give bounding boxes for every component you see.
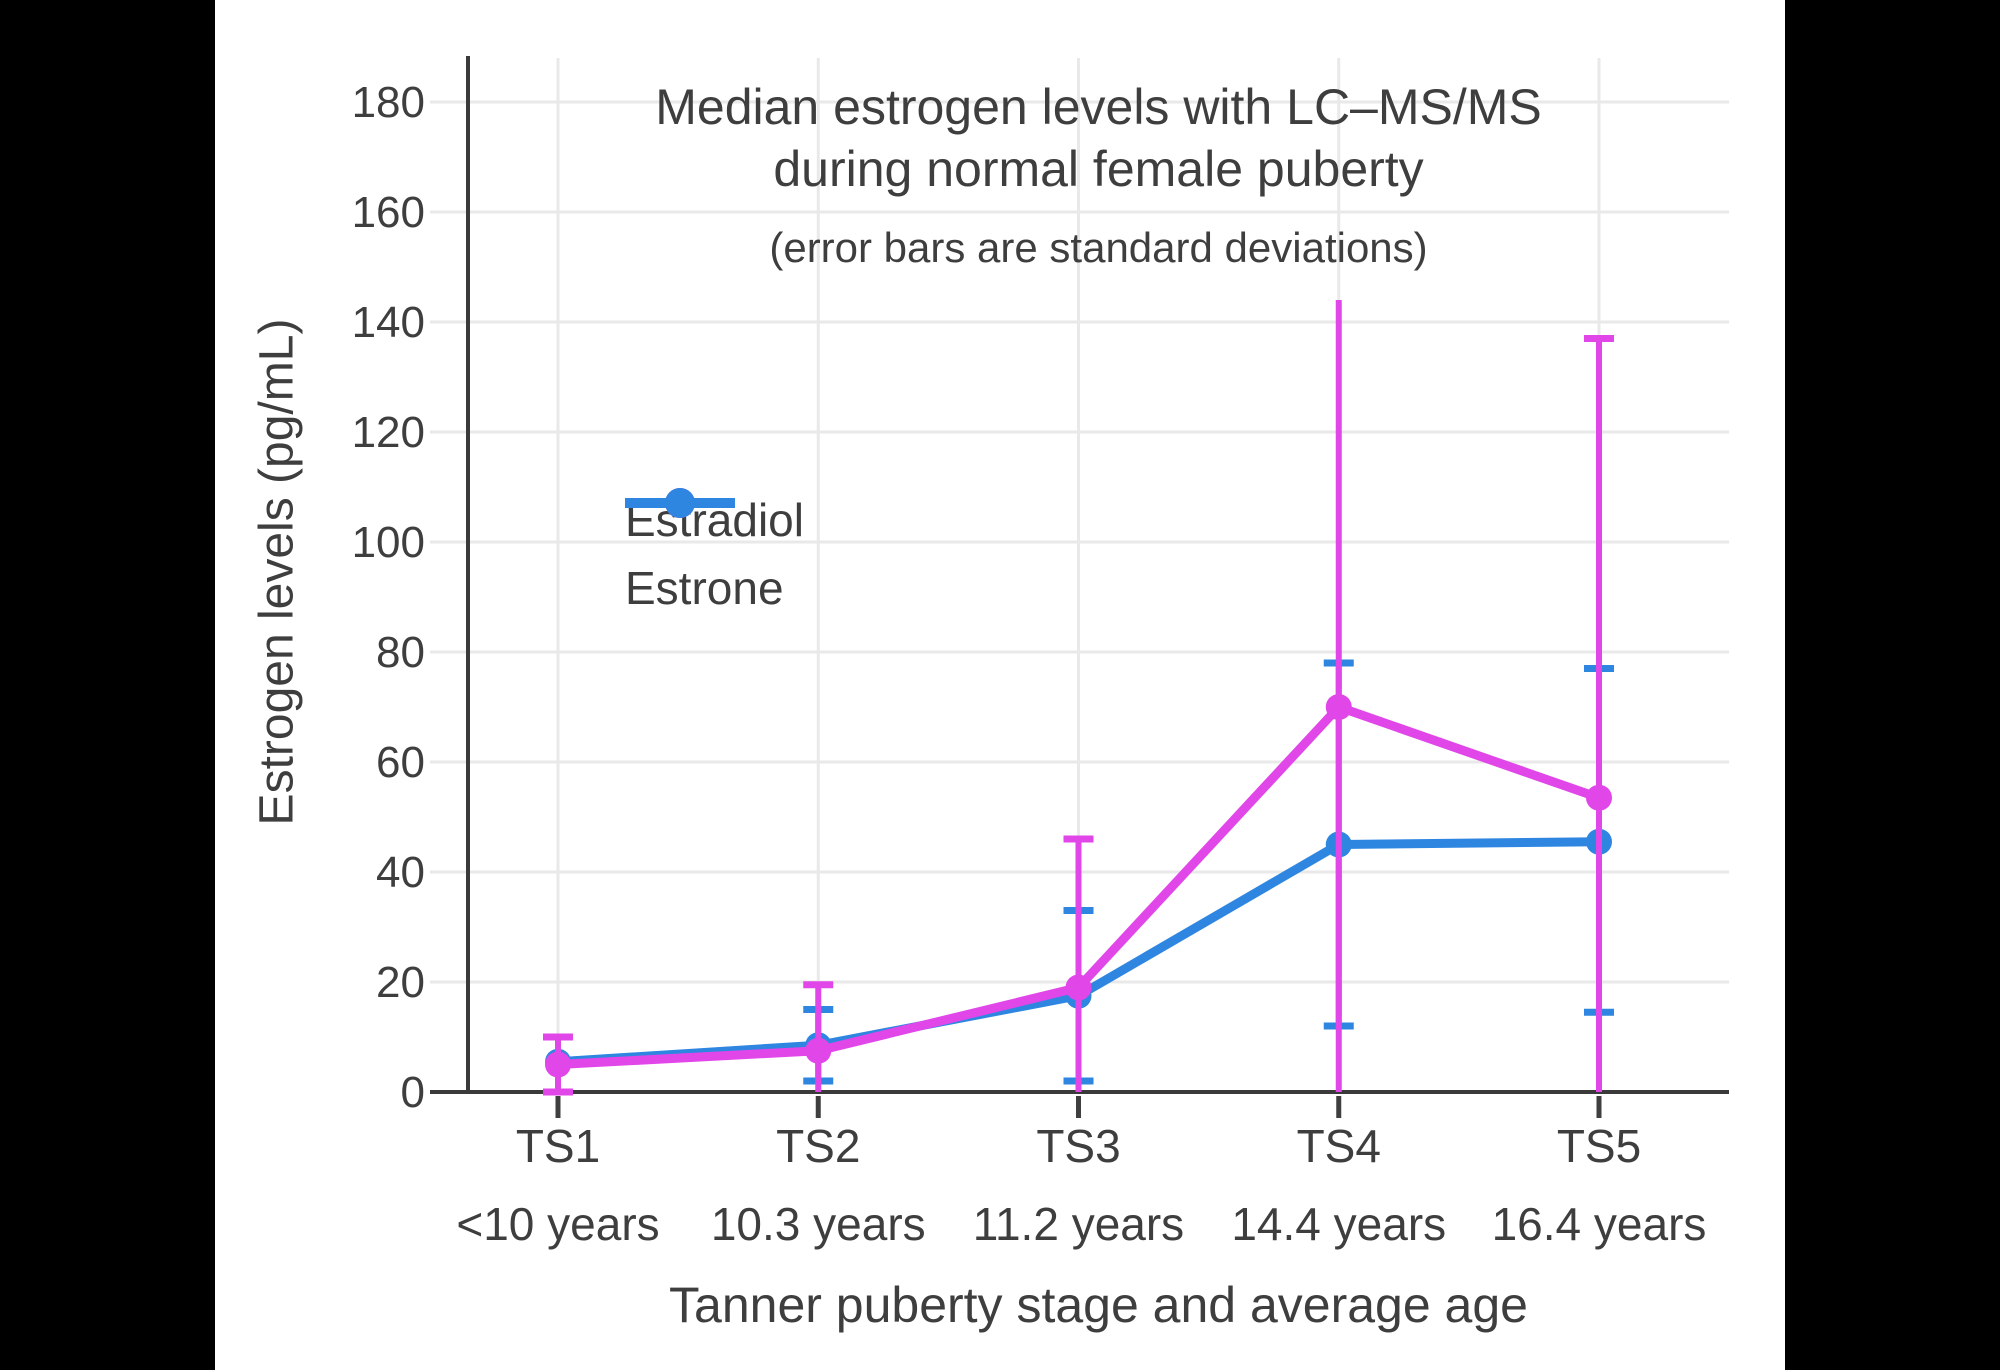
chart-title-line1: Median estrogen levels with LC–MS/MS [655, 79, 1542, 135]
x-age-sublabel: 16.4 years [1492, 1198, 1707, 1250]
data-point-marker [805, 1037, 832, 1064]
chart-svg: 0 20 40 60 80 100 120 140 160 180 TS1 TS2 TS3 TS4 TS5 <… [352, 56, 1729, 1250]
data-point-marker [1586, 784, 1612, 811]
legend-label-estrone: Estrone [625, 562, 784, 614]
x-category-label: TS5 [1557, 1120, 1641, 1172]
y-tick-label: 160 [352, 188, 425, 237]
chart-title: Median estrogen levels with LC–MS/MS dur… [468, 76, 1729, 200]
y-tick-label: 80 [376, 628, 425, 677]
x-age-sublabel: 10.3 years [711, 1198, 926, 1250]
data-point-marker [1065, 974, 1092, 1001]
estrone-line-marker-icon [625, 488, 735, 518]
y-tick-label: 120 [352, 408, 425, 457]
x-category-label: TS2 [776, 1120, 860, 1172]
y-tick-label: 40 [376, 848, 425, 897]
data-point-marker [545, 1051, 571, 1078]
y-tick-label: 0 [401, 1068, 425, 1117]
y-tick-label: 100 [352, 518, 425, 567]
x-age-sublabel: <10 years [456, 1198, 659, 1250]
data-point-marker [1325, 694, 1352, 720]
y-tick-label: 60 [376, 738, 425, 787]
chart-title-line2: during normal female puberty [773, 141, 1424, 197]
chart-canvas: 0 20 40 60 80 100 120 140 160 180 TS1 TS2 TS3 TS4 TS5 <… [215, 0, 1785, 1370]
x-category-label: TS4 [1297, 1120, 1381, 1172]
x-age-sublabel: 14.4 years [1231, 1198, 1446, 1250]
chart-subtitle: (error bars are standard deviations) [769, 224, 1428, 271]
x-category-label: TS1 [516, 1120, 600, 1172]
x-age-sublabel: 11.2 years [973, 1198, 1184, 1250]
x-category-label: TS3 [1036, 1120, 1120, 1172]
legend: Estradiol Estrone [625, 486, 804, 622]
y-tick-label: 140 [352, 298, 425, 347]
y-tick-label: 180 [352, 78, 425, 127]
y-tick-label: 20 [376, 958, 425, 1007]
y-axis-title: Estrogen levels (pg/mL) [250, 318, 304, 826]
x-axis-title: Tanner puberty stage and average age [669, 1277, 1528, 1333]
legend-item-estrone: Estrone [625, 488, 804, 622]
